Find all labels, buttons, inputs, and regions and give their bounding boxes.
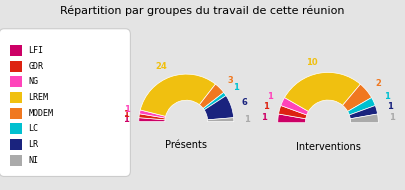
- Bar: [10, 155, 22, 165]
- Wedge shape: [199, 84, 224, 108]
- Text: NG: NG: [28, 77, 38, 86]
- Wedge shape: [139, 114, 165, 120]
- Text: 1: 1: [384, 92, 390, 101]
- Text: Répartition par groupes du travail de cette réunion: Répartition par groupes du travail de ce…: [60, 6, 345, 16]
- Wedge shape: [139, 110, 166, 118]
- Text: 1: 1: [261, 113, 267, 122]
- Wedge shape: [349, 105, 377, 119]
- Wedge shape: [343, 84, 372, 111]
- Wedge shape: [347, 98, 375, 115]
- Wedge shape: [140, 74, 215, 116]
- Text: LR: LR: [28, 140, 38, 149]
- Text: 10: 10: [306, 58, 318, 67]
- Bar: [10, 61, 22, 72]
- Text: LC: LC: [28, 124, 38, 133]
- Wedge shape: [139, 118, 165, 122]
- Wedge shape: [281, 98, 309, 115]
- FancyBboxPatch shape: [0, 29, 130, 177]
- Bar: [10, 45, 22, 56]
- Text: 24: 24: [156, 62, 168, 71]
- Text: LFI: LFI: [28, 46, 43, 55]
- Text: 1: 1: [389, 113, 395, 122]
- Text: Présents: Présents: [165, 140, 207, 150]
- Text: GDR: GDR: [28, 62, 43, 71]
- Text: MODEM: MODEM: [28, 109, 53, 118]
- Text: 1: 1: [263, 102, 269, 111]
- Text: 1: 1: [123, 115, 128, 124]
- Bar: [10, 123, 22, 134]
- Bar: [10, 108, 22, 119]
- Text: 1: 1: [233, 83, 239, 92]
- Wedge shape: [203, 92, 226, 110]
- Text: 6: 6: [241, 98, 247, 107]
- Text: Interventions: Interventions: [296, 142, 360, 152]
- Text: 1: 1: [124, 105, 130, 114]
- Bar: [10, 139, 22, 150]
- Text: 1: 1: [123, 110, 129, 119]
- Wedge shape: [350, 114, 378, 123]
- Wedge shape: [208, 118, 234, 122]
- Text: LREM: LREM: [28, 93, 48, 102]
- Text: 2: 2: [375, 79, 381, 88]
- Text: 1: 1: [244, 115, 250, 124]
- Text: 3: 3: [227, 76, 233, 85]
- Wedge shape: [279, 105, 307, 119]
- Wedge shape: [204, 96, 234, 120]
- Text: 1: 1: [266, 92, 273, 101]
- Wedge shape: [284, 72, 360, 111]
- Bar: [10, 76, 22, 87]
- Wedge shape: [278, 114, 306, 123]
- Text: NI: NI: [28, 156, 38, 165]
- Bar: [10, 92, 22, 103]
- Text: 1: 1: [387, 102, 393, 111]
